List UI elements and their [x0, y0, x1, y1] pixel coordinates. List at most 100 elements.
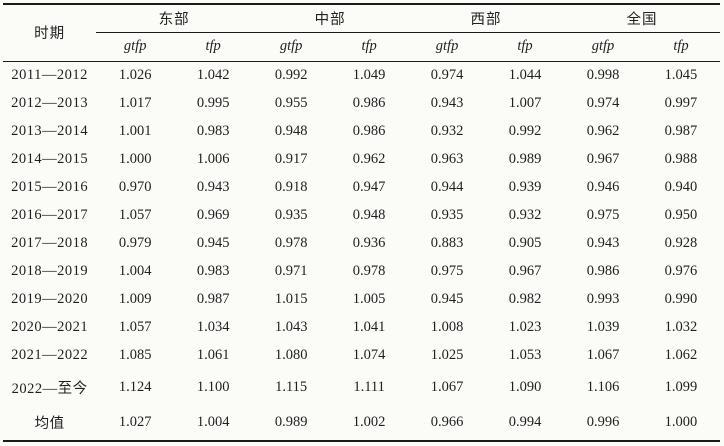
value-cell: 0.974 — [586, 95, 620, 112]
value-cell: 1.041 — [352, 319, 386, 336]
value-cell: 0.928 — [664, 235, 698, 252]
period-cell: 2020—2021 — [11, 319, 89, 336]
table-row: 2021—2022 1.085 1.061 1.080 1.074 1.025 1.053 1… — [3, 342, 720, 370]
value-cell: 0.935 — [274, 207, 308, 224]
value-cell: 1.124 — [118, 378, 152, 395]
value-cell: 1.061 — [196, 347, 230, 364]
value-cell: 0.917 — [274, 151, 308, 168]
value-cell: 1.027 — [118, 413, 152, 430]
group-header-central: 中部 — [252, 4, 409, 33]
value-cell: 1.042 — [196, 67, 230, 84]
table-row: 2012—2013 1.017 0.995 0.955 0.986 0.943 1.007 0… — [3, 90, 720, 118]
value-cell: 1.074 — [352, 347, 386, 364]
value-cell: 1.032 — [664, 319, 698, 336]
value-cell: 0.950 — [664, 207, 698, 224]
value-cell: 0.989 — [508, 151, 542, 168]
subheader-tfp: tfp — [641, 32, 720, 62]
group-header-row: 时期 东部 中部 西部 全国 — [3, 4, 720, 62]
value-cell: 1.044 — [508, 67, 542, 84]
value-cell: 1.017 — [118, 95, 152, 112]
value-cell: 1.045 — [664, 67, 698, 84]
value-cell: 1.111 — [353, 378, 385, 395]
value-cell: 0.992 — [508, 123, 542, 140]
group-header-west: 西部 — [408, 4, 565, 33]
subheader-gtfp: gtfp — [408, 32, 487, 62]
value-cell: 0.986 — [586, 263, 620, 280]
value-cell: 0.955 — [274, 95, 308, 112]
value-cell: 0.992 — [274, 67, 308, 84]
value-cell: 0.974 — [430, 67, 464, 84]
value-cell: 0.943 — [430, 95, 464, 112]
value-cell: 1.023 — [508, 319, 542, 336]
value-cell: 1.034 — [196, 319, 230, 336]
value-cell: 1.026 — [118, 67, 152, 84]
period-cell: 2011—2012 — [11, 67, 88, 84]
value-cell: 1.067 — [430, 378, 464, 395]
value-cell: 1.005 — [352, 291, 386, 308]
value-cell: 0.990 — [664, 291, 698, 308]
value-cell: 1.115 — [275, 378, 308, 395]
value-cell: 1.062 — [664, 347, 698, 364]
value-cell: 0.979 — [118, 235, 152, 252]
table-row: 2013—2014 1.001 0.983 0.948 0.986 0.932 0.992 0… — [3, 118, 720, 146]
subheader-tfp: tfp — [330, 32, 409, 62]
subheader-tfp: tfp — [486, 32, 565, 62]
period-cell: 2013—2014 — [11, 123, 89, 140]
value-cell: 0.967 — [508, 263, 542, 280]
value-cell: 1.049 — [352, 67, 386, 84]
value-cell: 1.004 — [196, 413, 230, 430]
period-cell: 2017—2018 — [11, 235, 89, 252]
subheader-tfp: tfp — [174, 32, 253, 62]
table-row: 2014—2015 1.000 1.006 0.917 0.962 0.963 0.989 0… — [3, 146, 720, 174]
table-body: 2011—2012 1.026 1.042 0.992 1.049 0.974 1.044 0… — [3, 61, 720, 441]
value-cell: 0.987 — [196, 291, 230, 308]
value-cell: 1.057 — [118, 319, 152, 336]
subheader-gtfp: gtfp — [96, 32, 175, 62]
value-cell: 0.883 — [430, 235, 464, 252]
value-cell: 1.002 — [352, 413, 386, 430]
table-row: 2016—2017 1.057 0.969 0.935 0.948 0.935 0.932 0… — [3, 202, 720, 230]
group-header-east: 东部 — [96, 4, 253, 33]
period-column-header: 时期 — [3, 4, 97, 62]
period-cell: 2012—2013 — [11, 95, 89, 112]
value-cell: 0.996 — [586, 413, 620, 430]
value-cell: 0.944 — [430, 179, 464, 196]
value-cell: 0.939 — [508, 179, 542, 196]
value-cell: 0.962 — [352, 151, 386, 168]
value-cell: 0.987 — [664, 123, 698, 140]
period-cell: 2018—2019 — [11, 263, 89, 280]
period-cell: 2014—2015 — [11, 151, 89, 168]
value-cell: 0.993 — [586, 291, 620, 308]
value-cell: 1.057 — [118, 207, 152, 224]
subheader-gtfp: gtfp — [252, 32, 331, 62]
value-cell: 0.978 — [352, 263, 386, 280]
value-cell: 0.963 — [430, 151, 464, 168]
value-cell: 0.948 — [352, 207, 386, 224]
regional-tfp-table: 时期 东部 中部 西部 全国 gtfp tfp gtfp tfp gtfp tfp gtfp… — [3, 3, 720, 442]
table-row: 2018—2019 1.004 0.983 0.971 0.978 0.975 0.967 0… — [3, 258, 720, 286]
value-cell: 1.099 — [664, 378, 698, 395]
period-cell: 2022—至今 — [11, 380, 88, 397]
value-cell: 0.945 — [196, 235, 230, 252]
value-cell: 0.994 — [508, 413, 542, 430]
value-cell: 0.936 — [352, 235, 386, 252]
value-cell: 0.989 — [274, 413, 308, 430]
value-cell: 1.009 — [118, 291, 152, 308]
value-cell: 0.943 — [586, 235, 620, 252]
value-cell: 0.982 — [508, 291, 542, 308]
value-cell: 0.932 — [508, 207, 542, 224]
value-cell: 0.998 — [586, 67, 620, 84]
value-cell: 1.100 — [196, 378, 230, 395]
table-row: 2019—2020 1.009 0.987 1.015 1.005 0.945 0.982 0… — [3, 286, 720, 314]
value-cell: 1.000 — [664, 413, 698, 430]
value-cell: 1.085 — [118, 347, 152, 364]
value-cell: 1.053 — [508, 347, 542, 364]
value-cell: 0.966 — [430, 413, 464, 430]
value-cell: 0.969 — [196, 207, 230, 224]
value-cell: 0.983 — [196, 263, 230, 280]
value-cell: 0.962 — [586, 123, 620, 140]
period-cell: 均值 — [34, 415, 65, 432]
period-cell: 2021—2022 — [11, 347, 89, 364]
table-row: 2011—2012 1.026 1.042 0.992 1.049 0.974 1.044 0… — [3, 61, 720, 90]
value-cell: 1.008 — [430, 319, 464, 336]
